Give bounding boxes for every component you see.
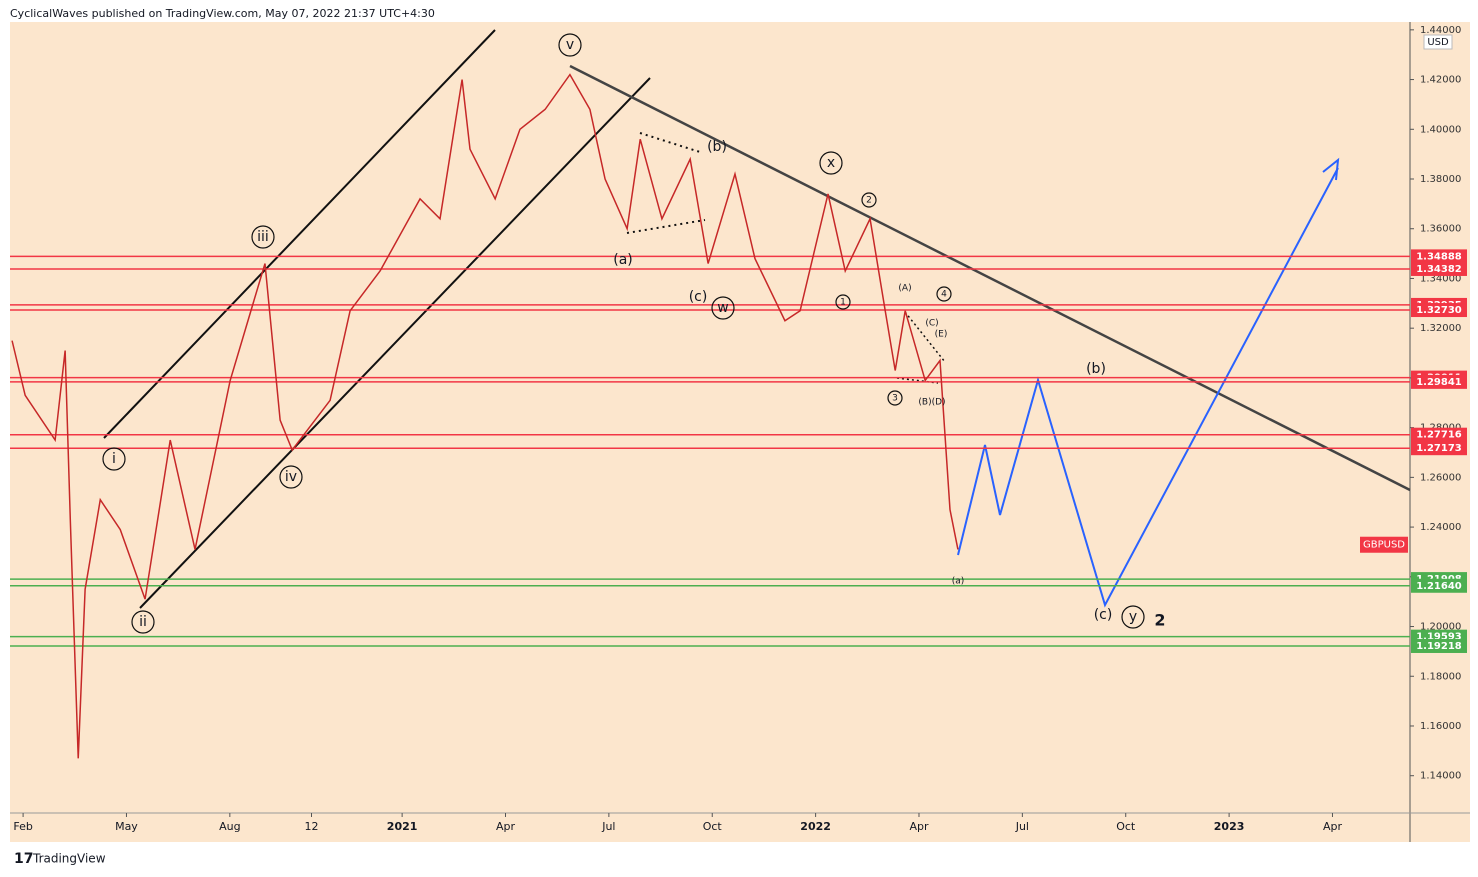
wave-circle [861, 192, 877, 208]
wave-label: i [112, 451, 116, 467]
x-tick-label: Apr [496, 820, 516, 833]
level-label-box [1411, 638, 1467, 653]
x-tick-label: Aug [219, 820, 240, 833]
wave-label: (c) [689, 289, 708, 305]
wave-label: (a) [613, 252, 633, 268]
currency-label: USD [1427, 37, 1449, 48]
y-tick-label: 1.44000 [1420, 25, 1461, 36]
y-tick-label: 1.26000 [1420, 472, 1461, 483]
wave-label: (C) [925, 319, 938, 329]
x-tick-label: 2023 [1214, 820, 1245, 833]
x-tick-label: Oct [1116, 820, 1136, 833]
level-label: 1.29841 [1416, 377, 1462, 388]
y-tick-label: 1.36000 [1420, 224, 1461, 235]
x-tick-label: 2021 [387, 820, 418, 833]
triangle2-bottom [896, 377, 939, 384]
symbol-label: GBPUSD [1363, 540, 1405, 551]
level-label: 1.27716 [1416, 430, 1462, 441]
y-tick-label: 1.16000 [1420, 721, 1461, 732]
wave-label: x [827, 155, 835, 171]
triangle-bottom [626, 219, 706, 234]
channel-lower [139, 77, 651, 609]
footer-background [0, 842, 1478, 877]
x-tick-label: Jul [1015, 820, 1029, 833]
trendline [569, 64, 1411, 492]
x-tick-label: Apr [909, 820, 929, 833]
wave-label: (c) [1094, 607, 1113, 623]
level-label: 1.19593 [1416, 632, 1462, 643]
level-label: 1.34888 [1416, 251, 1462, 262]
wave-label: 3 [892, 394, 898, 404]
wave-label: (a) [952, 577, 965, 587]
x-tick-label: Apr [1323, 820, 1343, 833]
y-tick-label: 1.38000 [1420, 174, 1461, 185]
wave-label: (b) [707, 139, 727, 155]
x-tick-label: 2022 [800, 820, 831, 833]
x-tick-label: Jul [601, 820, 615, 833]
x-tick-label: 12 [305, 820, 319, 833]
y-tick-label: 1.18000 [1420, 671, 1461, 682]
level-label: 1.27173 [1416, 443, 1462, 454]
wave-label: 1 [840, 298, 846, 308]
level-label: 1.32730 [1416, 305, 1462, 316]
triangle-top [639, 132, 701, 153]
level-label-box [1411, 374, 1467, 389]
wave-label: (E) [935, 330, 948, 340]
y-tick-label: 1.32000 [1420, 323, 1461, 334]
wave-circle [936, 286, 952, 302]
wave-label: (A) [898, 284, 911, 294]
level-label: 1.21640 [1416, 581, 1462, 592]
y-tick-label: 1.34000 [1420, 273, 1461, 284]
wave-label: 2 [1154, 611, 1165, 630]
price-line [11, 73, 959, 759]
y-tick-label: 1.42000 [1420, 75, 1461, 86]
channel-upper [103, 29, 496, 439]
wave-circle [558, 33, 582, 57]
x-tick-label: May [115, 820, 138, 833]
wave-label: y [1129, 609, 1137, 625]
wave-label: iv [285, 469, 297, 485]
wave-label: (B)(D) [918, 398, 945, 408]
wave-circle [279, 465, 303, 489]
x-tick-label: Oct [703, 820, 723, 833]
level-label: 1.19218 [1416, 641, 1462, 652]
wave-label: v [566, 37, 574, 53]
wave-label: iii [257, 229, 269, 245]
triangle2-top [904, 311, 946, 363]
wave-circle [711, 296, 735, 320]
wave-circle [835, 294, 851, 310]
footer-logo: 17 [14, 851, 33, 867]
level-label: 1.34382 [1416, 264, 1462, 275]
level-label-box [1411, 578, 1467, 593]
y-tick-label: 1.14000 [1420, 771, 1461, 782]
wave-label: 2 [866, 196, 872, 206]
wave-circle [887, 390, 903, 406]
level-label-box [1411, 303, 1467, 318]
y-tick-label: 1.40000 [1420, 124, 1461, 135]
wave-circle [102, 447, 126, 471]
wave-circle [1121, 605, 1145, 629]
y-tick-label: 1.24000 [1420, 522, 1461, 533]
x-tick-label: Feb [13, 820, 32, 833]
symbol-price-box [1360, 536, 1408, 553]
wave-label: (b) [1086, 361, 1106, 377]
wave-label: w [717, 300, 728, 316]
wave-circle [251, 225, 275, 249]
level-label-box [1411, 441, 1467, 456]
header-text: CyclicalWaves published on TradingView.c… [10, 7, 435, 20]
y-tick-label: 1.20000 [1420, 622, 1461, 633]
currency-box [1423, 34, 1453, 50]
level-label-box [1411, 427, 1467, 442]
wave-label: ii [139, 614, 147, 630]
wave-label: 4 [941, 290, 947, 300]
chart-background [10, 22, 1470, 842]
level-label-box [1411, 249, 1467, 264]
level-label-box [1411, 261, 1467, 276]
wave-circle [819, 151, 843, 175]
footer-text: TradingView [32, 852, 106, 866]
projection-arrow [1322, 157, 1340, 181]
wave-circle [131, 610, 155, 634]
